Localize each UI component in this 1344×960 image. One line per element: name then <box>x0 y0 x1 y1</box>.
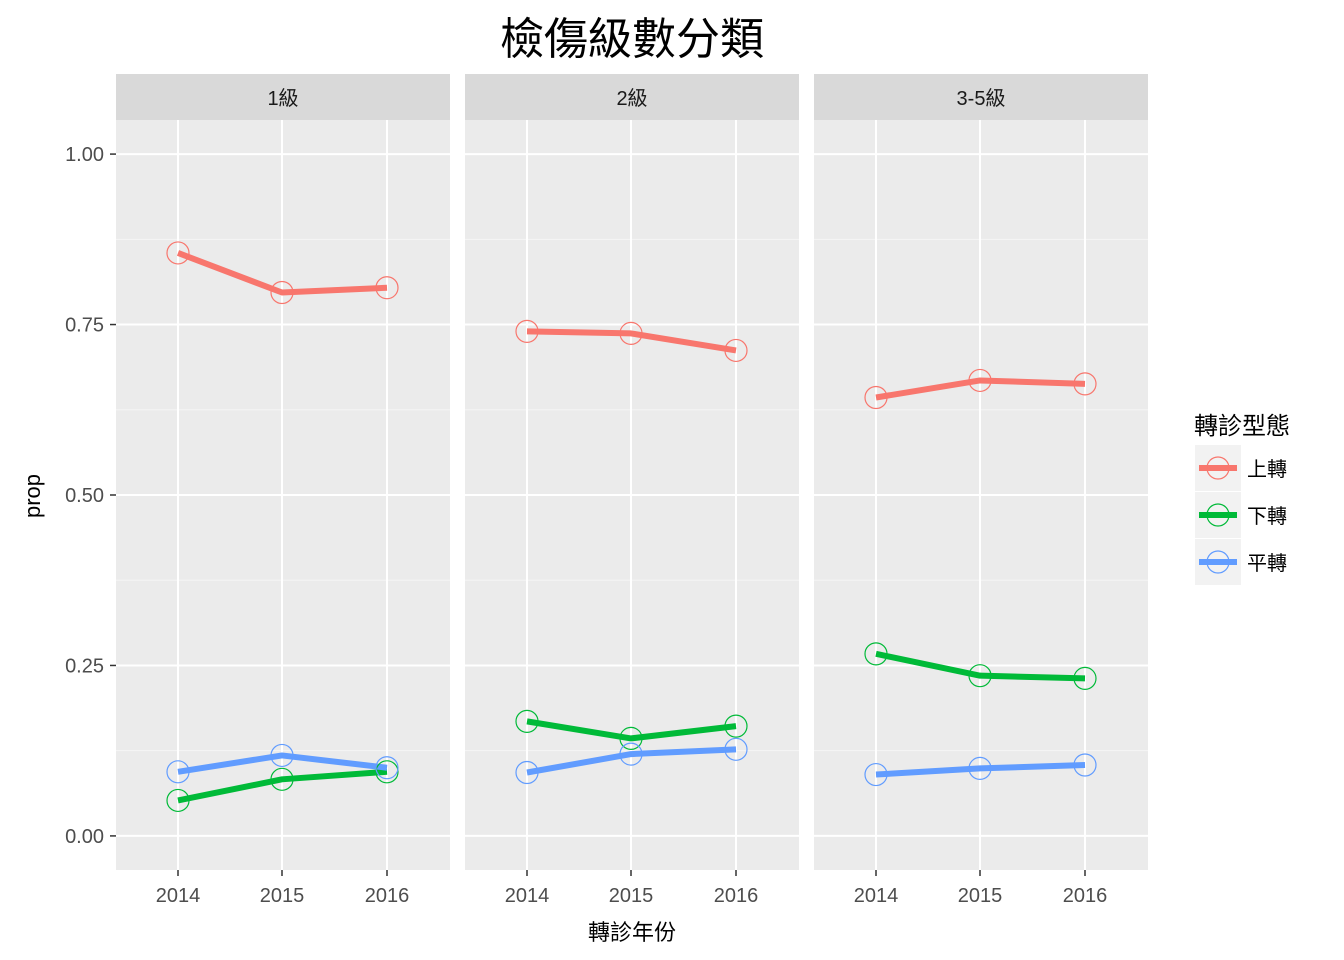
legend-label: 下轉 <box>1247 505 1287 528</box>
data-point <box>166 788 190 813</box>
data-point <box>724 714 748 738</box>
data-point <box>515 709 539 733</box>
x-tick-label: 2015 <box>958 885 1003 907</box>
series-line <box>526 718 737 742</box>
series-line <box>526 328 737 354</box>
data-point <box>968 368 992 393</box>
series-line <box>177 752 388 775</box>
series-line <box>526 746 737 776</box>
x-tick-label: 2016 <box>365 885 410 907</box>
series-line <box>177 768 388 804</box>
legend-entry: 下轉 <box>1195 492 1287 538</box>
data-point <box>1073 666 1097 691</box>
legend-title: 轉診型態 <box>1194 413 1290 440</box>
y-tick-label: 0.50 <box>65 485 104 507</box>
legend-key-point <box>1206 550 1230 574</box>
y-tick-label: 0.75 <box>65 315 104 337</box>
data-point <box>968 756 992 781</box>
y-axis: 0.00 0.25 0.50 0.75 1.00 <box>65 144 116 848</box>
series-line <box>875 762 1086 778</box>
y-tick-label: 1.00 <box>65 144 104 166</box>
facet-panels: 1級 2014 2015 2016 2級 2014 2015 2016 3-5級 2014 2015… <box>65 74 1148 907</box>
facet-strip-label: 1級 <box>267 87 298 110</box>
data-point <box>166 241 190 265</box>
x-axis-title: 轉診年份 <box>588 920 676 945</box>
data-point <box>724 338 748 363</box>
facet-strip-label: 2級 <box>616 87 647 110</box>
data-point <box>166 760 190 784</box>
x-tick-label: 2015 <box>260 885 305 907</box>
x-tick-label: 2016 <box>714 885 759 907</box>
series-line <box>176 250 388 296</box>
data-point <box>619 742 643 766</box>
data-point <box>270 743 294 768</box>
x-tick-label: 2016 <box>1063 885 1108 907</box>
series-line <box>875 377 1086 401</box>
chart-title: 檢傷級數分類 <box>500 14 764 65</box>
data-point <box>515 760 539 785</box>
data-point <box>375 760 399 784</box>
data-point <box>1073 753 1097 777</box>
facet-strip <box>465 74 799 120</box>
data-point <box>515 319 539 343</box>
y-tick-label: 0.25 <box>65 655 104 677</box>
legend-label: 平轉 <box>1247 552 1287 575</box>
data-point <box>619 321 643 346</box>
data-point <box>864 385 888 410</box>
x-tick-label: 2014 <box>854 885 899 907</box>
x-tick-label: 2014 <box>505 885 550 907</box>
facet-panel: 1級 2014 2015 2016 <box>116 74 450 907</box>
x-tick-label: 2015 <box>609 885 654 907</box>
data-point <box>864 762 888 787</box>
y-tick-label: 0.00 <box>65 826 104 848</box>
data-point <box>375 276 399 300</box>
legend-key-point <box>1206 456 1230 480</box>
facet-strip-label: 3-5級 <box>957 87 1006 110</box>
legend-entry: 平轉 <box>1195 539 1287 585</box>
data-point <box>270 280 294 305</box>
series-line <box>875 650 1086 682</box>
legend-key-point <box>1206 503 1230 527</box>
legend-entry: 上轉 <box>1195 445 1287 491</box>
data-point <box>619 726 643 751</box>
x-tick-label: 2014 <box>156 885 201 907</box>
data-point <box>864 642 888 666</box>
legend-label: 上轉 <box>1247 458 1287 481</box>
facet-panel: 2級 2014 2015 2016 <box>465 74 799 907</box>
data-point <box>375 756 399 780</box>
facet-panel: 3-5級 2014 2015 2016 <box>814 74 1148 907</box>
y-axis-title: prop <box>20 474 45 518</box>
facet-strip <box>814 74 1148 120</box>
data-point <box>1073 372 1097 396</box>
facet-strip <box>116 74 450 120</box>
data-point <box>968 664 992 688</box>
data-point <box>270 767 294 791</box>
data-point <box>724 737 748 761</box>
